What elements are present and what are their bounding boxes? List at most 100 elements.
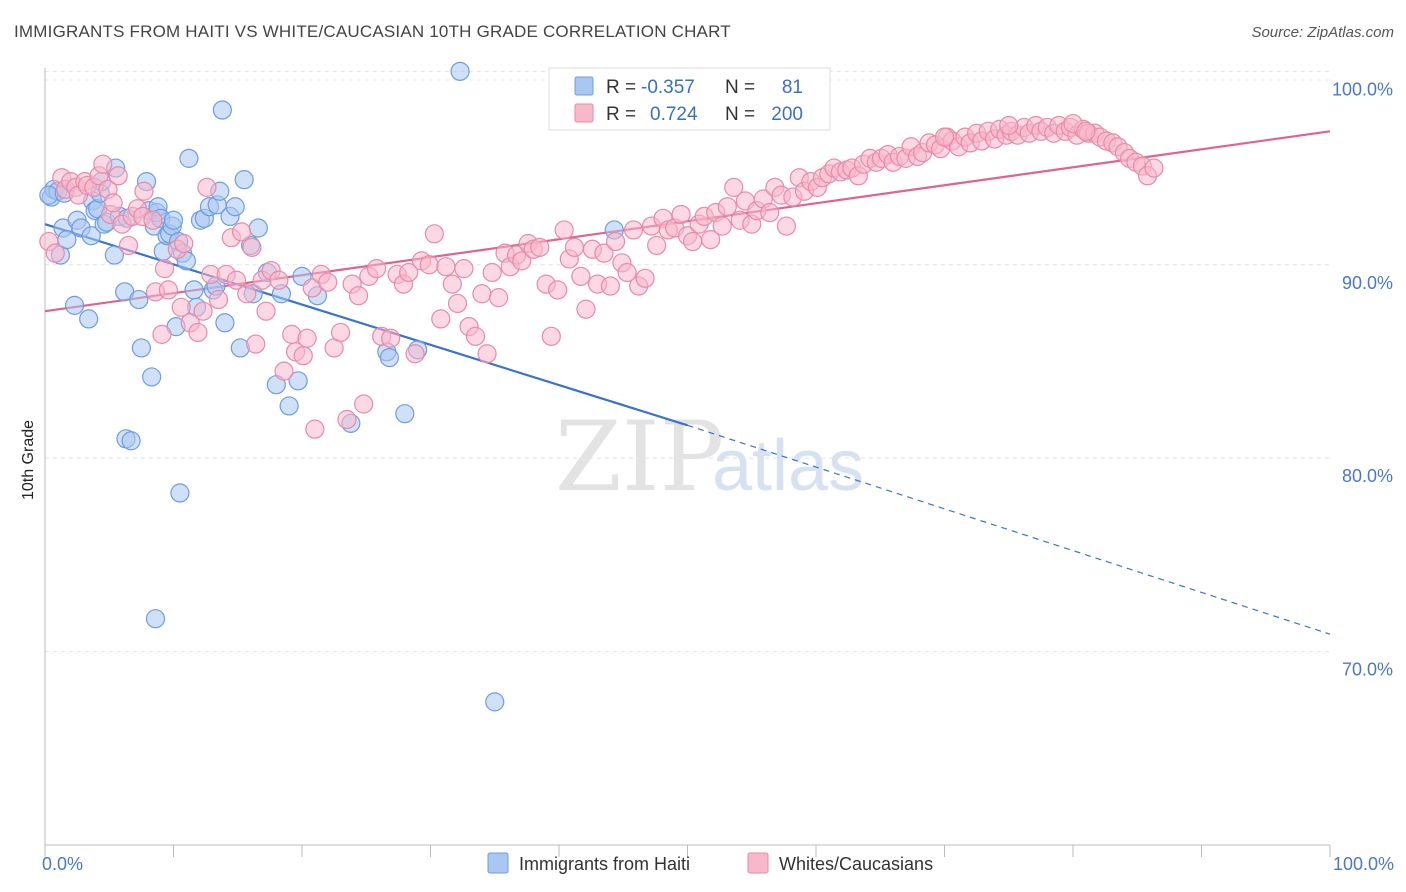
data-point bbox=[450, 61, 470, 81]
data-point bbox=[724, 177, 744, 197]
data-point bbox=[154, 259, 175, 279]
data-point bbox=[424, 224, 444, 244]
series-haiti-points bbox=[39, 61, 624, 712]
data-point bbox=[379, 347, 399, 368]
y-axis-title: 10th Grade bbox=[20, 420, 37, 500]
data-point bbox=[131, 338, 151, 358]
data-point bbox=[671, 204, 691, 225]
source-label: Source: ZipAtlas.com bbox=[1251, 24, 1394, 41]
y-tick-label: 80.0% bbox=[1342, 466, 1393, 486]
data-point bbox=[623, 220, 644, 240]
data-point bbox=[576, 299, 596, 319]
data-point bbox=[225, 197, 245, 217]
data-point bbox=[465, 326, 486, 346]
legend-r-label-haiti: R = bbox=[606, 77, 636, 98]
legend-n-value-whites: 200 bbox=[771, 104, 803, 125]
trend-line-haiti-extension bbox=[687, 424, 1331, 635]
data-point bbox=[485, 692, 505, 712]
data-point bbox=[436, 257, 456, 277]
watermark-atlas: atlas bbox=[712, 426, 864, 506]
data-point bbox=[594, 243, 614, 263]
series-legend-label-haiti: Immigrants from Haiti bbox=[519, 854, 690, 874]
legend-r-value-whites: 0.724 bbox=[650, 104, 698, 125]
y-tick-label: 100.0% bbox=[1332, 79, 1393, 99]
data-point bbox=[431, 309, 451, 329]
data-point bbox=[482, 262, 502, 283]
data-point bbox=[419, 255, 439, 275]
data-point bbox=[208, 289, 229, 310]
data-point bbox=[605, 231, 626, 252]
y-tick-label: 90.0% bbox=[1342, 273, 1393, 293]
data-point bbox=[103, 193, 123, 213]
data-point bbox=[134, 181, 154, 201]
data-point bbox=[776, 216, 797, 236]
data-point bbox=[934, 127, 955, 147]
data-point bbox=[129, 289, 149, 310]
data-point bbox=[564, 237, 585, 257]
series-legend-label-whites: Whites/Caucasians bbox=[779, 854, 933, 874]
data-point bbox=[184, 280, 204, 300]
data-point bbox=[548, 280, 568, 300]
data-point bbox=[530, 237, 550, 257]
data-point bbox=[635, 268, 655, 288]
data-point bbox=[442, 274, 462, 294]
data-point bbox=[118, 235, 139, 256]
data-point bbox=[489, 288, 509, 308]
series-legend-swatch-whites bbox=[747, 852, 769, 874]
data-point bbox=[121, 431, 141, 451]
data-point bbox=[600, 276, 621, 296]
data-point bbox=[79, 309, 99, 329]
data-point bbox=[305, 419, 325, 439]
data-point bbox=[447, 293, 468, 314]
y-tick-label: 70.0% bbox=[1342, 660, 1393, 680]
series-legend: Immigrants from Haiti Whites/Caucasians bbox=[487, 852, 933, 874]
data-points bbox=[39, 61, 1164, 712]
data-point bbox=[174, 233, 194, 254]
legend-swatch-whites bbox=[574, 103, 594, 123]
data-point bbox=[234, 170, 254, 190]
data-point bbox=[454, 259, 474, 279]
legend-swatch-haiti bbox=[574, 76, 594, 96]
y-tick-labels: 70.0% 80.0% 90.0% 100.0% bbox=[1332, 79, 1393, 679]
data-point bbox=[395, 404, 415, 424]
data-point bbox=[366, 259, 387, 279]
data-point bbox=[256, 301, 276, 321]
data-point bbox=[712, 216, 732, 236]
data-point bbox=[647, 235, 667, 256]
data-point bbox=[93, 154, 113, 174]
legend-n-value-haiti: 81 bbox=[782, 77, 803, 98]
data-point bbox=[683, 231, 703, 252]
data-point bbox=[1144, 158, 1164, 178]
data-point bbox=[999, 115, 1019, 136]
data-point bbox=[143, 210, 163, 230]
data-point bbox=[472, 284, 492, 304]
data-point bbox=[158, 280, 178, 300]
data-point bbox=[330, 322, 351, 343]
data-point bbox=[274, 361, 294, 381]
data-point bbox=[701, 230, 721, 250]
data-point bbox=[242, 237, 262, 257]
data-point bbox=[293, 346, 313, 366]
data-point bbox=[337, 409, 357, 430]
legend-r-value-haiti: -0.357 bbox=[641, 77, 695, 98]
data-point bbox=[232, 222, 252, 242]
data-point bbox=[193, 301, 213, 321]
data-point bbox=[477, 344, 497, 364]
data-point bbox=[142, 367, 162, 387]
data-point bbox=[617, 262, 637, 283]
x-tick-label-max: 100.0% bbox=[1333, 854, 1394, 874]
series-legend-swatch-haiti bbox=[487, 852, 509, 874]
trend-line-haiti bbox=[44, 223, 688, 427]
correlation-legend: R = -0.357 N = 81 R = 0.724 N = 200 bbox=[548, 67, 831, 131]
legend-box bbox=[548, 67, 831, 131]
data-point bbox=[318, 272, 338, 292]
data-point bbox=[197, 177, 217, 197]
data-point bbox=[717, 197, 737, 217]
legend-n-label-whites: N = bbox=[725, 104, 755, 125]
data-point bbox=[81, 226, 101, 246]
data-point bbox=[1076, 121, 1096, 141]
data-point bbox=[108, 166, 128, 186]
data-point bbox=[354, 394, 374, 414]
data-point bbox=[215, 313, 235, 333]
